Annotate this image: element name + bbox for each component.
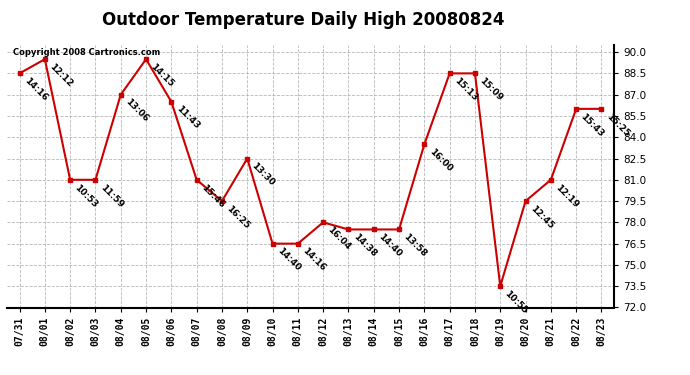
Text: 16:25: 16:25 (225, 204, 251, 231)
Text: 12:45: 12:45 (529, 204, 555, 231)
Text: 16:00: 16:00 (427, 147, 453, 174)
Text: 11:59: 11:59 (98, 183, 125, 209)
Text: 16:04: 16:04 (326, 225, 353, 252)
Text: 10:55: 10:55 (503, 289, 529, 315)
Text: 13:06: 13:06 (124, 98, 150, 124)
Text: 15:13: 15:13 (453, 76, 479, 103)
Text: 10:53: 10:53 (73, 183, 99, 209)
Text: 12:19: 12:19 (553, 183, 580, 209)
Text: 15:43: 15:43 (579, 112, 606, 138)
Text: 12:12: 12:12 (48, 62, 75, 88)
Text: 15:46: 15:46 (199, 183, 226, 209)
Text: Copyright 2008 Cartronics.com: Copyright 2008 Cartronics.com (13, 48, 160, 57)
Text: 14:16: 14:16 (301, 246, 327, 273)
Text: Outdoor Temperature Daily High 20080824: Outdoor Temperature Daily High 20080824 (102, 11, 505, 29)
Text: 14:15: 14:15 (149, 62, 175, 88)
Text: 14:38: 14:38 (351, 232, 378, 259)
Text: 13:30: 13:30 (250, 161, 277, 188)
Text: 14:40: 14:40 (377, 232, 403, 259)
Text: 14:40: 14:40 (275, 246, 302, 273)
Text: 15:09: 15:09 (477, 76, 504, 103)
Text: 13:58: 13:58 (402, 232, 428, 259)
Text: 14:16: 14:16 (22, 76, 49, 103)
Text: 11:43: 11:43 (174, 105, 201, 131)
Text: 15:25: 15:25 (604, 112, 631, 138)
